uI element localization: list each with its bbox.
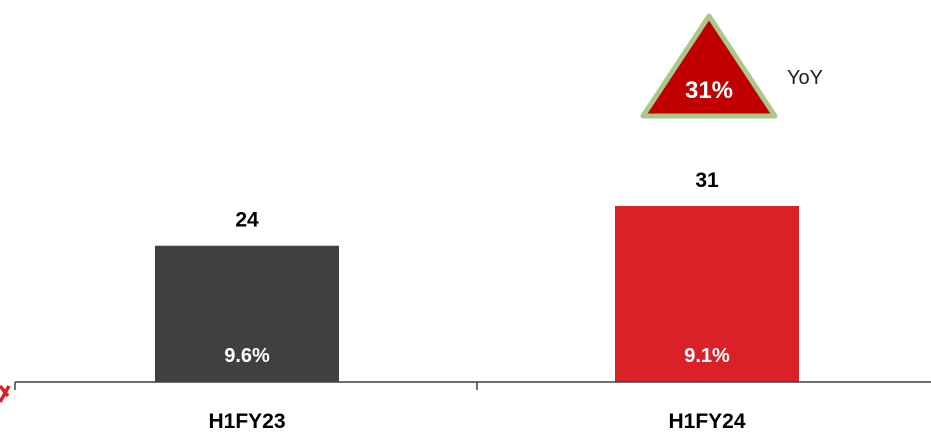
bar [155, 245, 339, 382]
bar-inner-label: 9.6% [224, 345, 270, 367]
bar-inner-label: 9.1% [684, 345, 730, 367]
yoy-callout: 31% YoY [640, 13, 823, 119]
x-tick-label: H1FY23 [208, 410, 285, 433]
yoy-label: YoY [787, 67, 823, 89]
yoy-growth-value: 31% [685, 77, 733, 104]
x-tick-label: H1FY24 [668, 410, 745, 433]
edge-mark-icon [0, 384, 11, 403]
growth-triangle-icon [640, 13, 778, 119]
bars-layer [155, 206, 799, 382]
bar-value-label: 31 [695, 169, 719, 192]
bar-value-label: 24 [235, 209, 259, 232]
labels-layer: 24 9.6% H1FY23 31 9.1% H1FY24 [208, 169, 745, 433]
bar [615, 206, 799, 382]
